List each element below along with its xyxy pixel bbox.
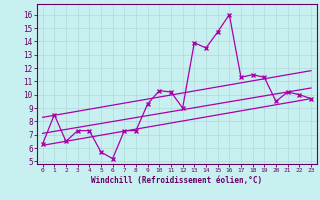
X-axis label: Windchill (Refroidissement éolien,°C): Windchill (Refroidissement éolien,°C) — [91, 176, 262, 185]
